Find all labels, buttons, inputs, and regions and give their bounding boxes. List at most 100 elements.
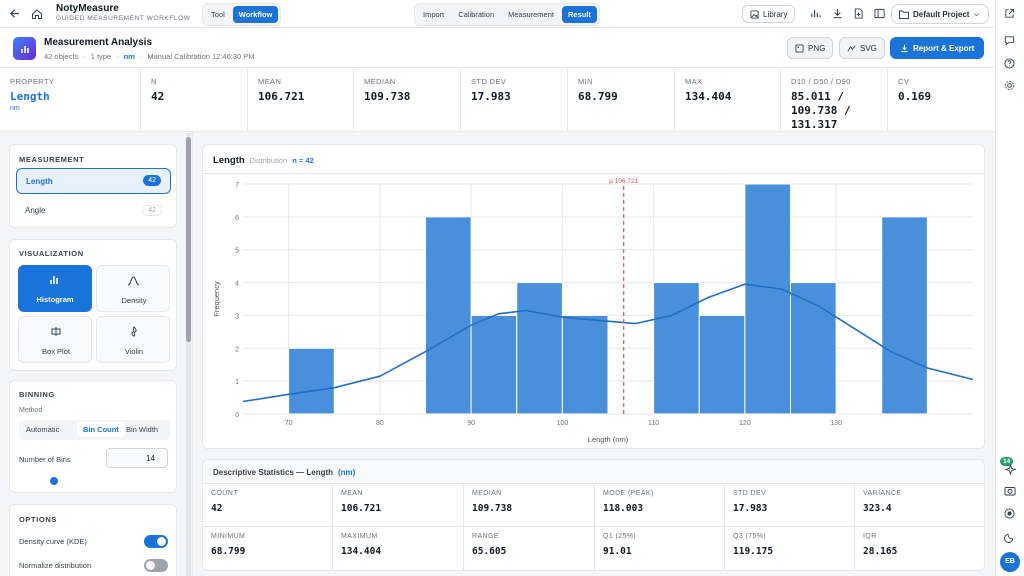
mean-label: μ 106.721 xyxy=(609,178,638,185)
desc-stat-label: COUNT xyxy=(211,490,238,497)
measurement-label: Length xyxy=(26,177,53,186)
x-tick-label: 70 xyxy=(285,420,293,427)
gear-icon[interactable] xyxy=(1004,80,1015,91)
slider-thumb[interactable] xyxy=(50,477,58,485)
measurement-item-angle[interactable]: Angle 42 xyxy=(16,200,171,222)
binning-card: BINNING Method Automatic Bin Count Bin W… xyxy=(9,380,177,493)
step-import[interactable]: Import xyxy=(423,10,445,19)
stat-label: N xyxy=(151,77,157,86)
back-arrow-icon[interactable] xyxy=(9,8,20,19)
kde-curve xyxy=(242,283,974,403)
desc-unit: (nm) xyxy=(338,468,356,477)
options-card: OPTIONS Density curve (KDE) Normalize di… xyxy=(9,504,177,576)
calibration-info: Manual Calibration 12:46:30 PM xyxy=(147,52,255,61)
report-export-button[interactable]: Report & Export xyxy=(890,37,985,59)
y-tick-label: 6 xyxy=(235,215,239,222)
step-calibration[interactable]: Calibration xyxy=(458,10,495,19)
desc-stat-value: 134.404 xyxy=(341,546,382,557)
stat-value: 134.404 xyxy=(685,90,732,103)
stat-mean: MEAN 106.721 xyxy=(248,68,354,131)
violin-icon xyxy=(128,326,140,337)
desc-stat-label: IQR xyxy=(863,533,877,540)
download-icon[interactable] xyxy=(832,8,843,19)
chart-header: Length Distribution n = 42 xyxy=(213,155,314,166)
stat-label: STD DEV xyxy=(471,77,507,86)
report-label: Report & Export xyxy=(913,43,975,53)
help-icon[interactable] xyxy=(1004,58,1015,69)
x-tick-label: 90 xyxy=(467,420,475,427)
chart-subtitle: Distribution xyxy=(249,156,288,165)
chat-icon[interactable] xyxy=(1004,35,1015,46)
property-value: Length xyxy=(10,90,50,103)
sparkle-icon[interactable] xyxy=(1005,464,1016,475)
chart-card: Length Distribution n = 42 0 1 2 3 4 5 6 7 70 80 9… xyxy=(202,144,985,449)
stat-value: 0.169 xyxy=(898,90,932,103)
camera-icon[interactable] xyxy=(1004,485,1016,496)
desc-stat-value: 17.983 xyxy=(733,503,768,514)
stat-property: PROPERTY Length nm xyxy=(0,68,141,131)
stat-value: 106.721 xyxy=(258,90,305,103)
tab-tool[interactable]: Tool xyxy=(211,10,225,19)
desc-stat-value: 91.01 xyxy=(603,546,632,557)
desc-stat-label: VARIANCE xyxy=(863,490,902,497)
stat-label: MAX xyxy=(685,77,703,86)
viz-boxplot-button[interactable]: Box Plot xyxy=(18,316,92,363)
object-count: 42 objects xyxy=(44,52,79,61)
home-icon[interactable] xyxy=(31,8,43,20)
y-tick-label: 3 xyxy=(235,313,239,320)
section-title: OPTIONS xyxy=(19,515,57,524)
bins-value: 14 xyxy=(146,454,155,463)
png-export-button[interactable]: PNG xyxy=(787,37,834,59)
tab-workflow[interactable]: Workflow xyxy=(232,6,279,23)
desc-stat-label: MODE (PEAK) xyxy=(603,490,654,497)
chart-icon[interactable] xyxy=(810,8,821,19)
external-link-icon[interactable] xyxy=(1004,8,1015,19)
desc-grid: COUNT 42 MEAN 106.721 MEDIAN 109.738 MODE (PEA… xyxy=(203,484,984,570)
measurement-item-length[interactable]: Length 42 xyxy=(16,168,171,194)
desc-stat-value: 68.799 xyxy=(211,546,246,557)
desc-stat-cell: VARIANCE 323.4 xyxy=(855,484,984,527)
record-icon[interactable] xyxy=(1004,508,1015,519)
desc-stat-cell: MEAN 106.721 xyxy=(333,484,464,527)
kde-toggle[interactable] xyxy=(144,535,168,548)
viz-label: Violin xyxy=(124,347,144,356)
viz-histogram-button[interactable]: Histogram xyxy=(18,265,92,312)
avatar[interactable]: EB xyxy=(1000,552,1020,572)
stat-label: MEAN xyxy=(258,77,282,86)
project-selector[interactable]: Default Project xyxy=(891,4,989,24)
step-result[interactable]: Result xyxy=(561,6,597,23)
step-measurement[interactable]: Measurement xyxy=(508,10,554,19)
desc-stat-label: MEAN xyxy=(341,490,363,497)
stat-max: MAX 134.404 xyxy=(675,68,781,131)
method-bin-width[interactable]: Bin Width xyxy=(126,425,159,434)
library-button[interactable]: Library xyxy=(742,5,796,23)
svg-export-button[interactable]: SVG xyxy=(839,37,885,59)
file-export-icon[interactable] xyxy=(853,8,864,19)
desc-stat-cell: IQR 28.165 xyxy=(855,527,984,570)
histogram-bar xyxy=(516,282,563,415)
download-icon xyxy=(900,44,909,53)
binning-method-switcher: Automatic Bin Count Bin Width xyxy=(19,420,170,440)
project-label: Default Project xyxy=(913,9,970,19)
right-rail: 14 EB xyxy=(995,0,1024,576)
desc-stat-value: 106.721 xyxy=(341,503,382,514)
bins-slider[interactable] xyxy=(19,477,170,485)
mode-switcher: Tool Workflow xyxy=(202,3,282,26)
viz-density-button[interactable]: Density xyxy=(96,265,170,312)
method-bin-count[interactable]: Bin Count xyxy=(77,422,125,437)
bins-input[interactable]: 14 xyxy=(106,448,168,468)
normalize-toggle[interactable] xyxy=(144,559,168,572)
method-automatic[interactable]: Automatic xyxy=(26,425,60,434)
y-tick-label: 7 xyxy=(235,182,239,189)
stat-value: 85.011 / 109.738 / 131.317 xyxy=(791,90,851,131)
notification-badge[interactable]: 14 xyxy=(1000,457,1014,466)
scrollbar-track[interactable] xyxy=(186,133,191,576)
density-curve-icon xyxy=(127,275,140,286)
viz-violin-button[interactable]: Violin xyxy=(96,316,170,363)
x-tick-label: 110 xyxy=(648,420,659,427)
method-label: Method xyxy=(19,407,43,414)
moon-icon[interactable] xyxy=(1004,532,1015,543)
panel-toggle-icon[interactable] xyxy=(874,8,885,19)
desc-stat-cell: RANGE 65.605 xyxy=(464,527,595,570)
scrollbar-thumb[interactable] xyxy=(186,137,191,342)
